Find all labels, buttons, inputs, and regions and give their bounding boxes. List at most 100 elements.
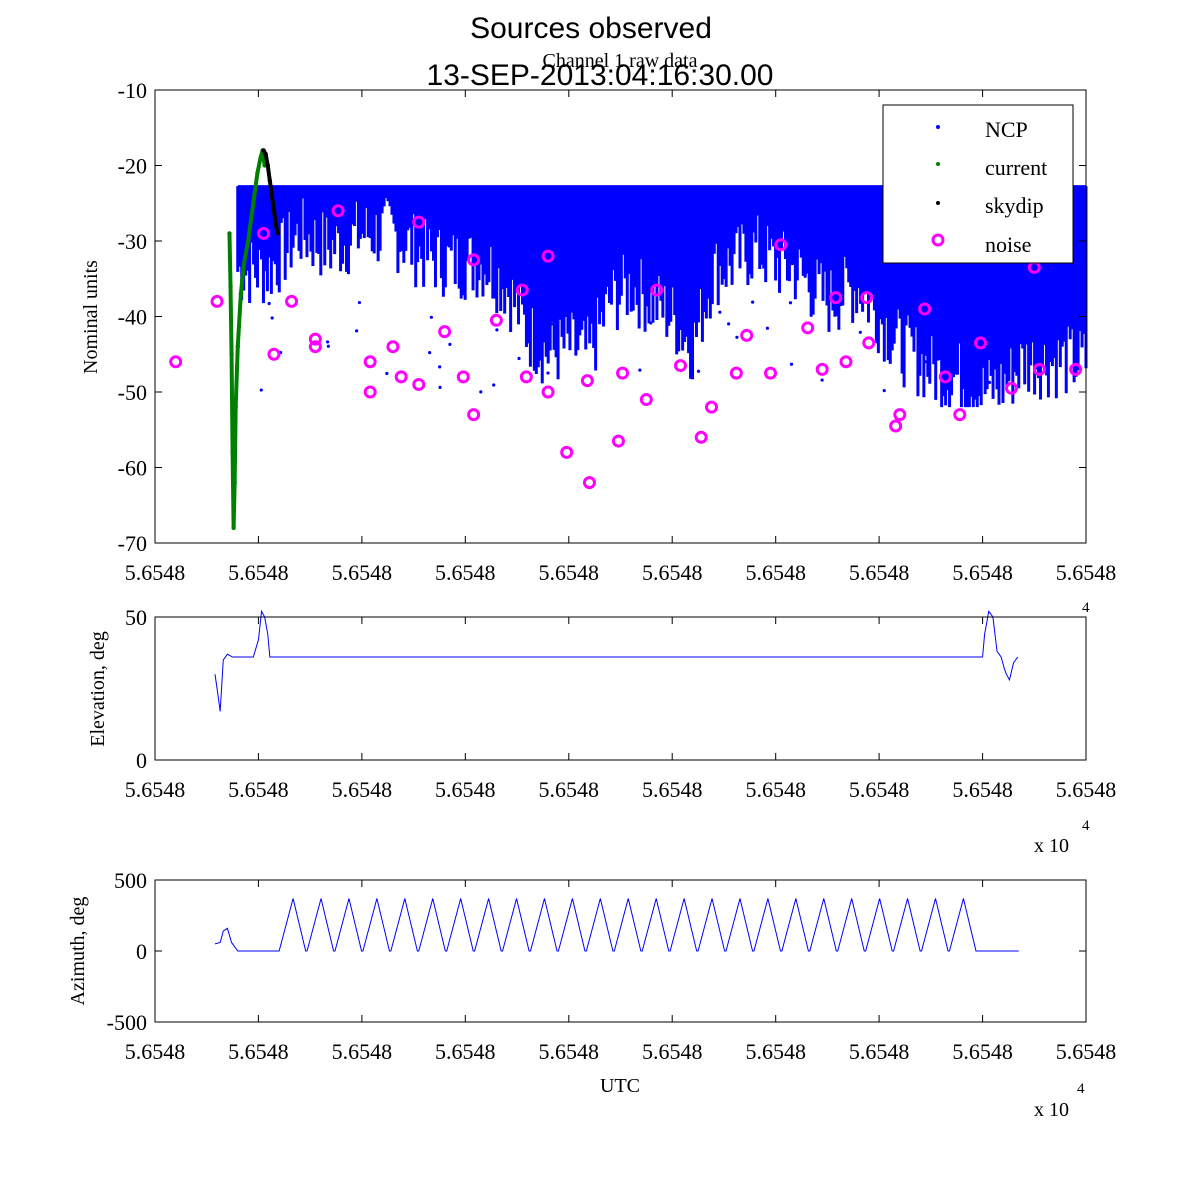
ncp-point [638, 368, 642, 372]
x-exponent-label-azimuth: x 10 [1034, 1099, 1069, 1121]
noise-point [267, 347, 281, 361]
legend-marker-current [936, 162, 940, 166]
figure-title-line2: 13-SEP-2013:04:16:30.00 [427, 59, 774, 92]
noise-point [862, 336, 876, 350]
panel-raw-data: 5.6548 5.6548 5.6548 5.6548 5.6548 5.6548 5.65… [80, 78, 1116, 585]
x-tick-label: 5.6548 [539, 777, 600, 802]
x-tick-label: 5.6548 [745, 1039, 806, 1064]
current-point [230, 450, 235, 455]
ncp-point [326, 344, 330, 348]
ncp-band [237, 185, 1086, 194]
legend-marker-ncp [936, 125, 940, 129]
legend-label-ncp: NCP [985, 117, 1028, 142]
x-tick-label: 5.6548 [332, 560, 393, 585]
legend-item-current: current [936, 155, 1047, 180]
ncp-point [549, 322, 554, 326]
noise-point [210, 294, 224, 308]
current-point [233, 404, 238, 410]
x-tick-label: 5.6548 [332, 777, 393, 802]
y-tick-label: -500 [107, 1010, 147, 1035]
noise-point [829, 291, 843, 305]
x-tick-label: 5.6548 [332, 1039, 393, 1064]
ncp-point [727, 322, 731, 326]
noise-point [467, 408, 481, 422]
elevation-line [214, 609, 1019, 712]
skydip-point [267, 178, 273, 183]
y-tick-label: 50 [125, 605, 147, 630]
x-tick-label: 5.6548 [952, 560, 1013, 585]
ncp-point [735, 335, 739, 339]
noise-point [1032, 362, 1046, 376]
ncp-point [765, 326, 770, 330]
y-tick-label: -40 [118, 305, 147, 330]
ncp-point [987, 380, 992, 384]
x-tick-label: 5.6548 [228, 1039, 289, 1064]
x-exponent-azimuth: 4 [1077, 1081, 1085, 1097]
ncp-point [543, 307, 548, 312]
legend-marker-skydip [936, 201, 940, 205]
noise-point [639, 393, 653, 407]
legend-label-skydip: skydip [985, 193, 1044, 218]
panel-elevation: 5.6548 5.6548 5.6548 5.6548 5.6548 5.6548 5.65… [87, 600, 1116, 857]
legend-item-ncp: NCP [936, 117, 1028, 142]
noise-point [860, 291, 874, 305]
noise-point [363, 385, 377, 399]
noise-point [893, 408, 907, 422]
noise-point [582, 476, 596, 490]
ncp-point [270, 316, 274, 320]
x-exponent-elevation: 4 [1082, 818, 1090, 834]
x-tick-label: 5.6548 [642, 560, 703, 585]
ncp-point [355, 329, 359, 333]
panel-azimuth: 5.6548 5.6548 5.6548 5.6548 5.6548 5.6548 5.65… [67, 868, 1116, 1121]
noise-point [650, 283, 664, 297]
noise-point [363, 355, 377, 369]
noise-point [489, 313, 503, 327]
current-point [231, 525, 236, 531]
ncp-point [973, 327, 977, 331]
x-tick-label: 5.6548 [539, 560, 600, 585]
noise-point [616, 366, 630, 380]
current-point [227, 231, 232, 236]
ncp-point [429, 315, 433, 319]
current-point [249, 216, 254, 221]
ncp-point [891, 308, 896, 312]
x-tick-label: 5.6548 [952, 777, 1013, 802]
current-point [238, 291, 244, 297]
noise-point [438, 325, 452, 339]
noise-point [763, 366, 777, 380]
noise-point [1005, 381, 1019, 395]
x-tick-label: 5.6548 [125, 1039, 186, 1064]
current-point [232, 480, 237, 485]
ncp-point [438, 385, 442, 389]
legend-item-skydip: skydip [936, 193, 1044, 218]
ncp-point [858, 330, 862, 334]
current-point [255, 170, 260, 176]
y-tick-label: -70 [118, 531, 147, 556]
noise-point [515, 283, 529, 297]
axes-box-azimuth [154, 879, 1087, 1023]
x-tick-label: 5.6548 [435, 1039, 496, 1064]
x-tick-label: 5.6548 [745, 777, 806, 802]
y-tick-label: -20 [118, 154, 147, 179]
ncp-point [492, 383, 496, 387]
ncp-point [517, 356, 521, 361]
noise-point [257, 226, 271, 240]
skydip-point [261, 148, 266, 153]
ncp-point [718, 310, 722, 314]
ncp-point [438, 365, 442, 369]
legend-marker-noise [931, 233, 945, 247]
noise-point [973, 336, 987, 350]
ticks-azimuth: 5.6548 5.6548 5.6548 5.6548 5.6548 5.6548 5.65… [107, 868, 1117, 1064]
current-point [228, 284, 233, 289]
noise-point [386, 340, 400, 354]
ticks-elevation: 5.6548 5.6548 5.6548 5.6548 5.6548 5.6548 5.65… [125, 605, 1117, 802]
y-axis-label-raw: Nominal units [80, 260, 102, 374]
plot-area-azimuth [214, 898, 1019, 952]
ncp-point [820, 378, 824, 382]
x-tick-label: 5.6548 [435, 560, 496, 585]
y-tick-label: 500 [114, 868, 147, 893]
noise-point [839, 355, 853, 369]
noise-point [308, 332, 322, 346]
noise-point [1069, 362, 1083, 376]
